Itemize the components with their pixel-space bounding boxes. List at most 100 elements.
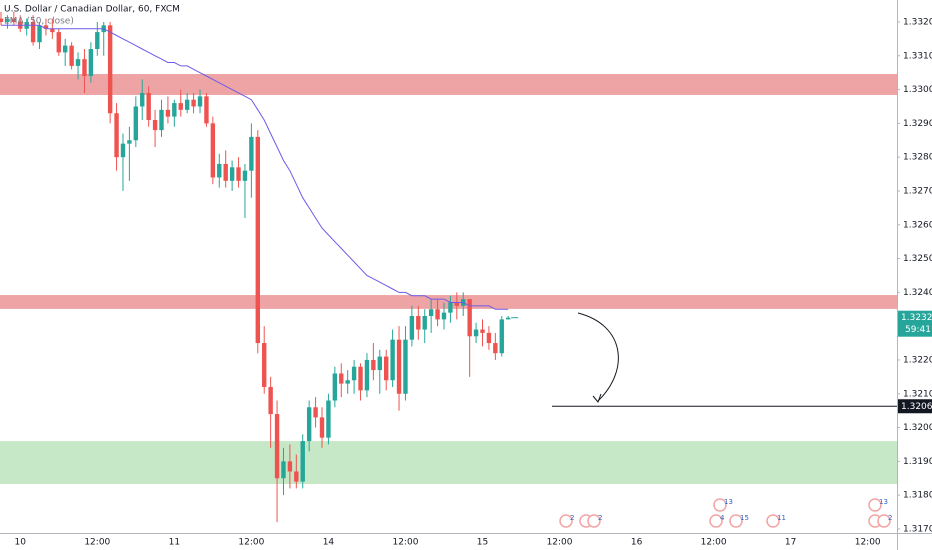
candle-body <box>43 25 49 29</box>
candle-body <box>403 339 408 394</box>
candle-body <box>274 414 280 479</box>
candle-body <box>358 366 363 391</box>
x-tick-label: 12:00 <box>701 538 727 548</box>
event-icon <box>587 514 601 528</box>
candle-body <box>339 373 344 384</box>
y-tick-label: 1.33000 <box>903 85 932 95</box>
candle-body <box>332 373 338 401</box>
candle-body <box>0 18 4 22</box>
event-label: 13 <box>724 498 733 506</box>
candle-body <box>390 339 395 381</box>
candle-body <box>146 92 151 120</box>
candle-body <box>165 109 171 117</box>
candle-body <box>486 332 492 344</box>
y-tick-label: 1.31700 <box>903 524 932 534</box>
x-tick-label: 10 <box>15 538 27 548</box>
plot <box>0 11 511 523</box>
event-label: 4 <box>720 514 725 522</box>
candle-body <box>306 407 312 442</box>
y-tick-label: 1.32900 <box>903 119 932 129</box>
candle-body <box>140 92 145 107</box>
candle-body <box>294 471 299 482</box>
y-tick-label: 1.33100 <box>903 51 932 61</box>
candle-body <box>505 317 511 320</box>
candle-body <box>37 25 42 43</box>
y-tick-label: 1.32100 <box>903 389 932 399</box>
x-tick-label: 15 <box>477 538 488 548</box>
candle-body <box>371 359 376 371</box>
candle-body <box>281 461 286 479</box>
candle-body <box>287 461 293 472</box>
candle-body <box>268 386 273 415</box>
candle-body <box>422 316 427 330</box>
candle-body <box>5 18 10 22</box>
candle-body <box>351 366 357 381</box>
event-label: 13 <box>879 498 888 506</box>
y-tick-label: 1.32200 <box>903 355 932 365</box>
candle-body <box>107 25 113 114</box>
candle-body <box>409 316 415 340</box>
candle-body <box>184 99 190 110</box>
candle-body <box>499 319 504 354</box>
candle-body <box>133 106 139 141</box>
event-label: 11 <box>777 514 786 522</box>
event-label: 15 <box>740 514 749 522</box>
candle-body <box>236 167 241 181</box>
candle-body <box>223 163 228 181</box>
x-tick-label: 12:00 <box>238 538 264 548</box>
arrow <box>577 312 619 402</box>
candle-body <box>30 21 36 43</box>
candle-body <box>416 316 421 330</box>
candle-body <box>152 119 158 131</box>
candle-body <box>11 18 17 22</box>
x-tick-label: 12:00 <box>547 538 573 548</box>
candle-body <box>217 163 222 178</box>
event-icon <box>713 498 727 512</box>
candle-body <box>210 123 216 178</box>
ema-line <box>1 24 509 310</box>
hline-label-box <box>898 399 932 414</box>
y-tick-label: 1.32700 <box>903 186 932 196</box>
candle-body <box>473 329 479 337</box>
zone <box>0 74 897 95</box>
x-tick-label: 12:00 <box>855 538 881 548</box>
y-tick-label: 1.31800 <box>903 491 932 501</box>
candle-body <box>313 407 318 418</box>
candle-body <box>255 136 260 344</box>
candle-body <box>69 45 74 66</box>
event-label: 2 <box>598 514 602 522</box>
x-tick-label: 14 <box>323 538 335 548</box>
candle-body <box>345 380 350 384</box>
candle-body <box>480 329 485 333</box>
event-label: 2 <box>570 514 574 522</box>
candle-body <box>448 302 453 313</box>
candle-body <box>435 309 440 320</box>
event-icon <box>709 514 723 528</box>
candle-body <box>364 359 370 391</box>
event-icon <box>766 514 780 528</box>
candle-body <box>75 59 81 66</box>
y-tick-label: 1.33200 <box>903 17 932 27</box>
x-tick-label: 11 <box>169 538 180 548</box>
candle-body <box>396 339 402 394</box>
candle-body <box>467 299 472 337</box>
candle-body <box>197 96 203 107</box>
y-tick-label: 1.32800 <box>903 153 932 163</box>
y-tick-label: 1.31900 <box>903 457 932 467</box>
candle-body <box>127 140 132 144</box>
x-tick-label: 17 <box>785 538 796 548</box>
candle-body <box>326 400 331 438</box>
y-tick-label: 1.32400 <box>903 288 932 298</box>
candle-body <box>159 109 164 131</box>
zone <box>0 441 897 484</box>
candle-body <box>493 343 498 354</box>
candle-body <box>377 356 382 371</box>
candle-body <box>204 96 209 124</box>
x-tick-label: 16 <box>631 538 643 548</box>
x-tick-label: 12:00 <box>392 538 418 548</box>
candle-body <box>441 312 447 320</box>
arrow-head <box>592 393 602 403</box>
y-tick-label: 1.32500 <box>903 254 932 264</box>
